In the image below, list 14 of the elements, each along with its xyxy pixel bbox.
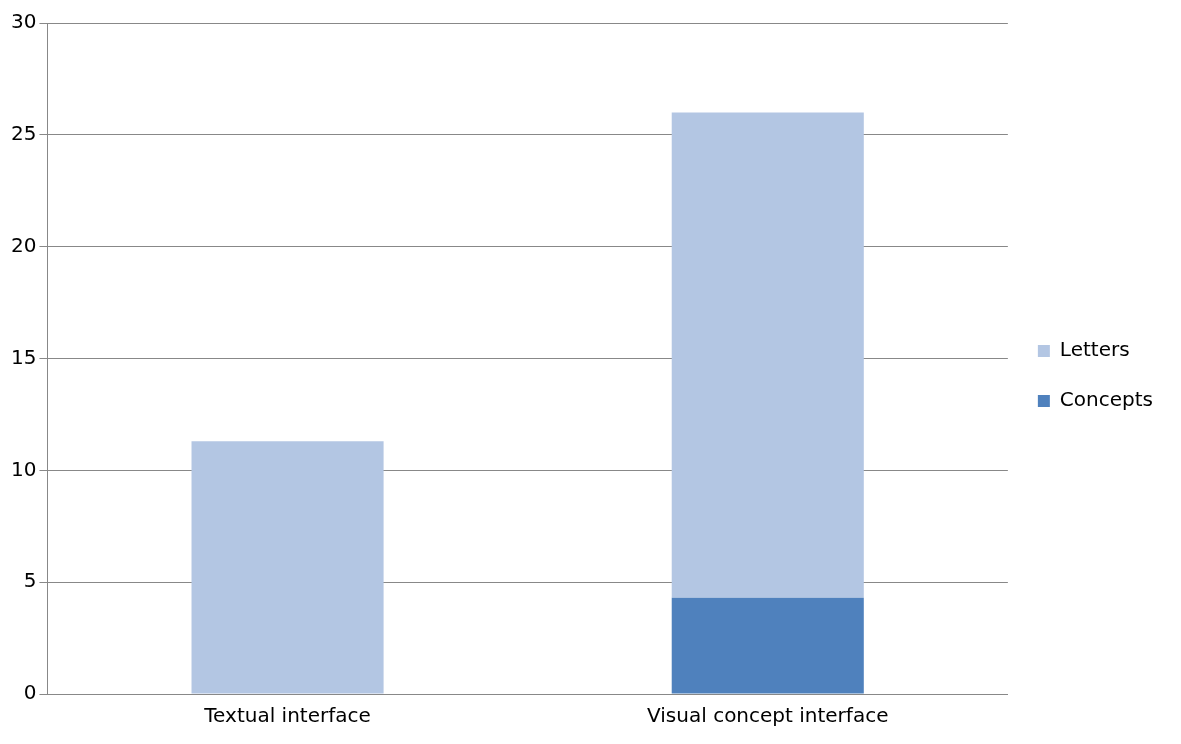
y-tick-label: 30 xyxy=(11,9,37,34)
y-tick-label: 5 xyxy=(23,568,37,593)
legend-label: Letters xyxy=(1059,337,1130,362)
x-tick-label: Visual concept interface xyxy=(647,703,889,728)
bar xyxy=(671,597,864,694)
y-tick-label: 25 xyxy=(11,121,37,146)
y-tick-label: 0 xyxy=(23,680,37,705)
bar xyxy=(671,112,864,598)
legend-label: Concepts xyxy=(1059,387,1154,412)
y-tick-label: 15 xyxy=(11,344,37,369)
y-tick-label: 10 xyxy=(11,456,37,481)
bar xyxy=(191,441,384,694)
y-tick-label: 20 xyxy=(11,232,37,257)
x-tick-label: Textual interface xyxy=(203,703,371,728)
